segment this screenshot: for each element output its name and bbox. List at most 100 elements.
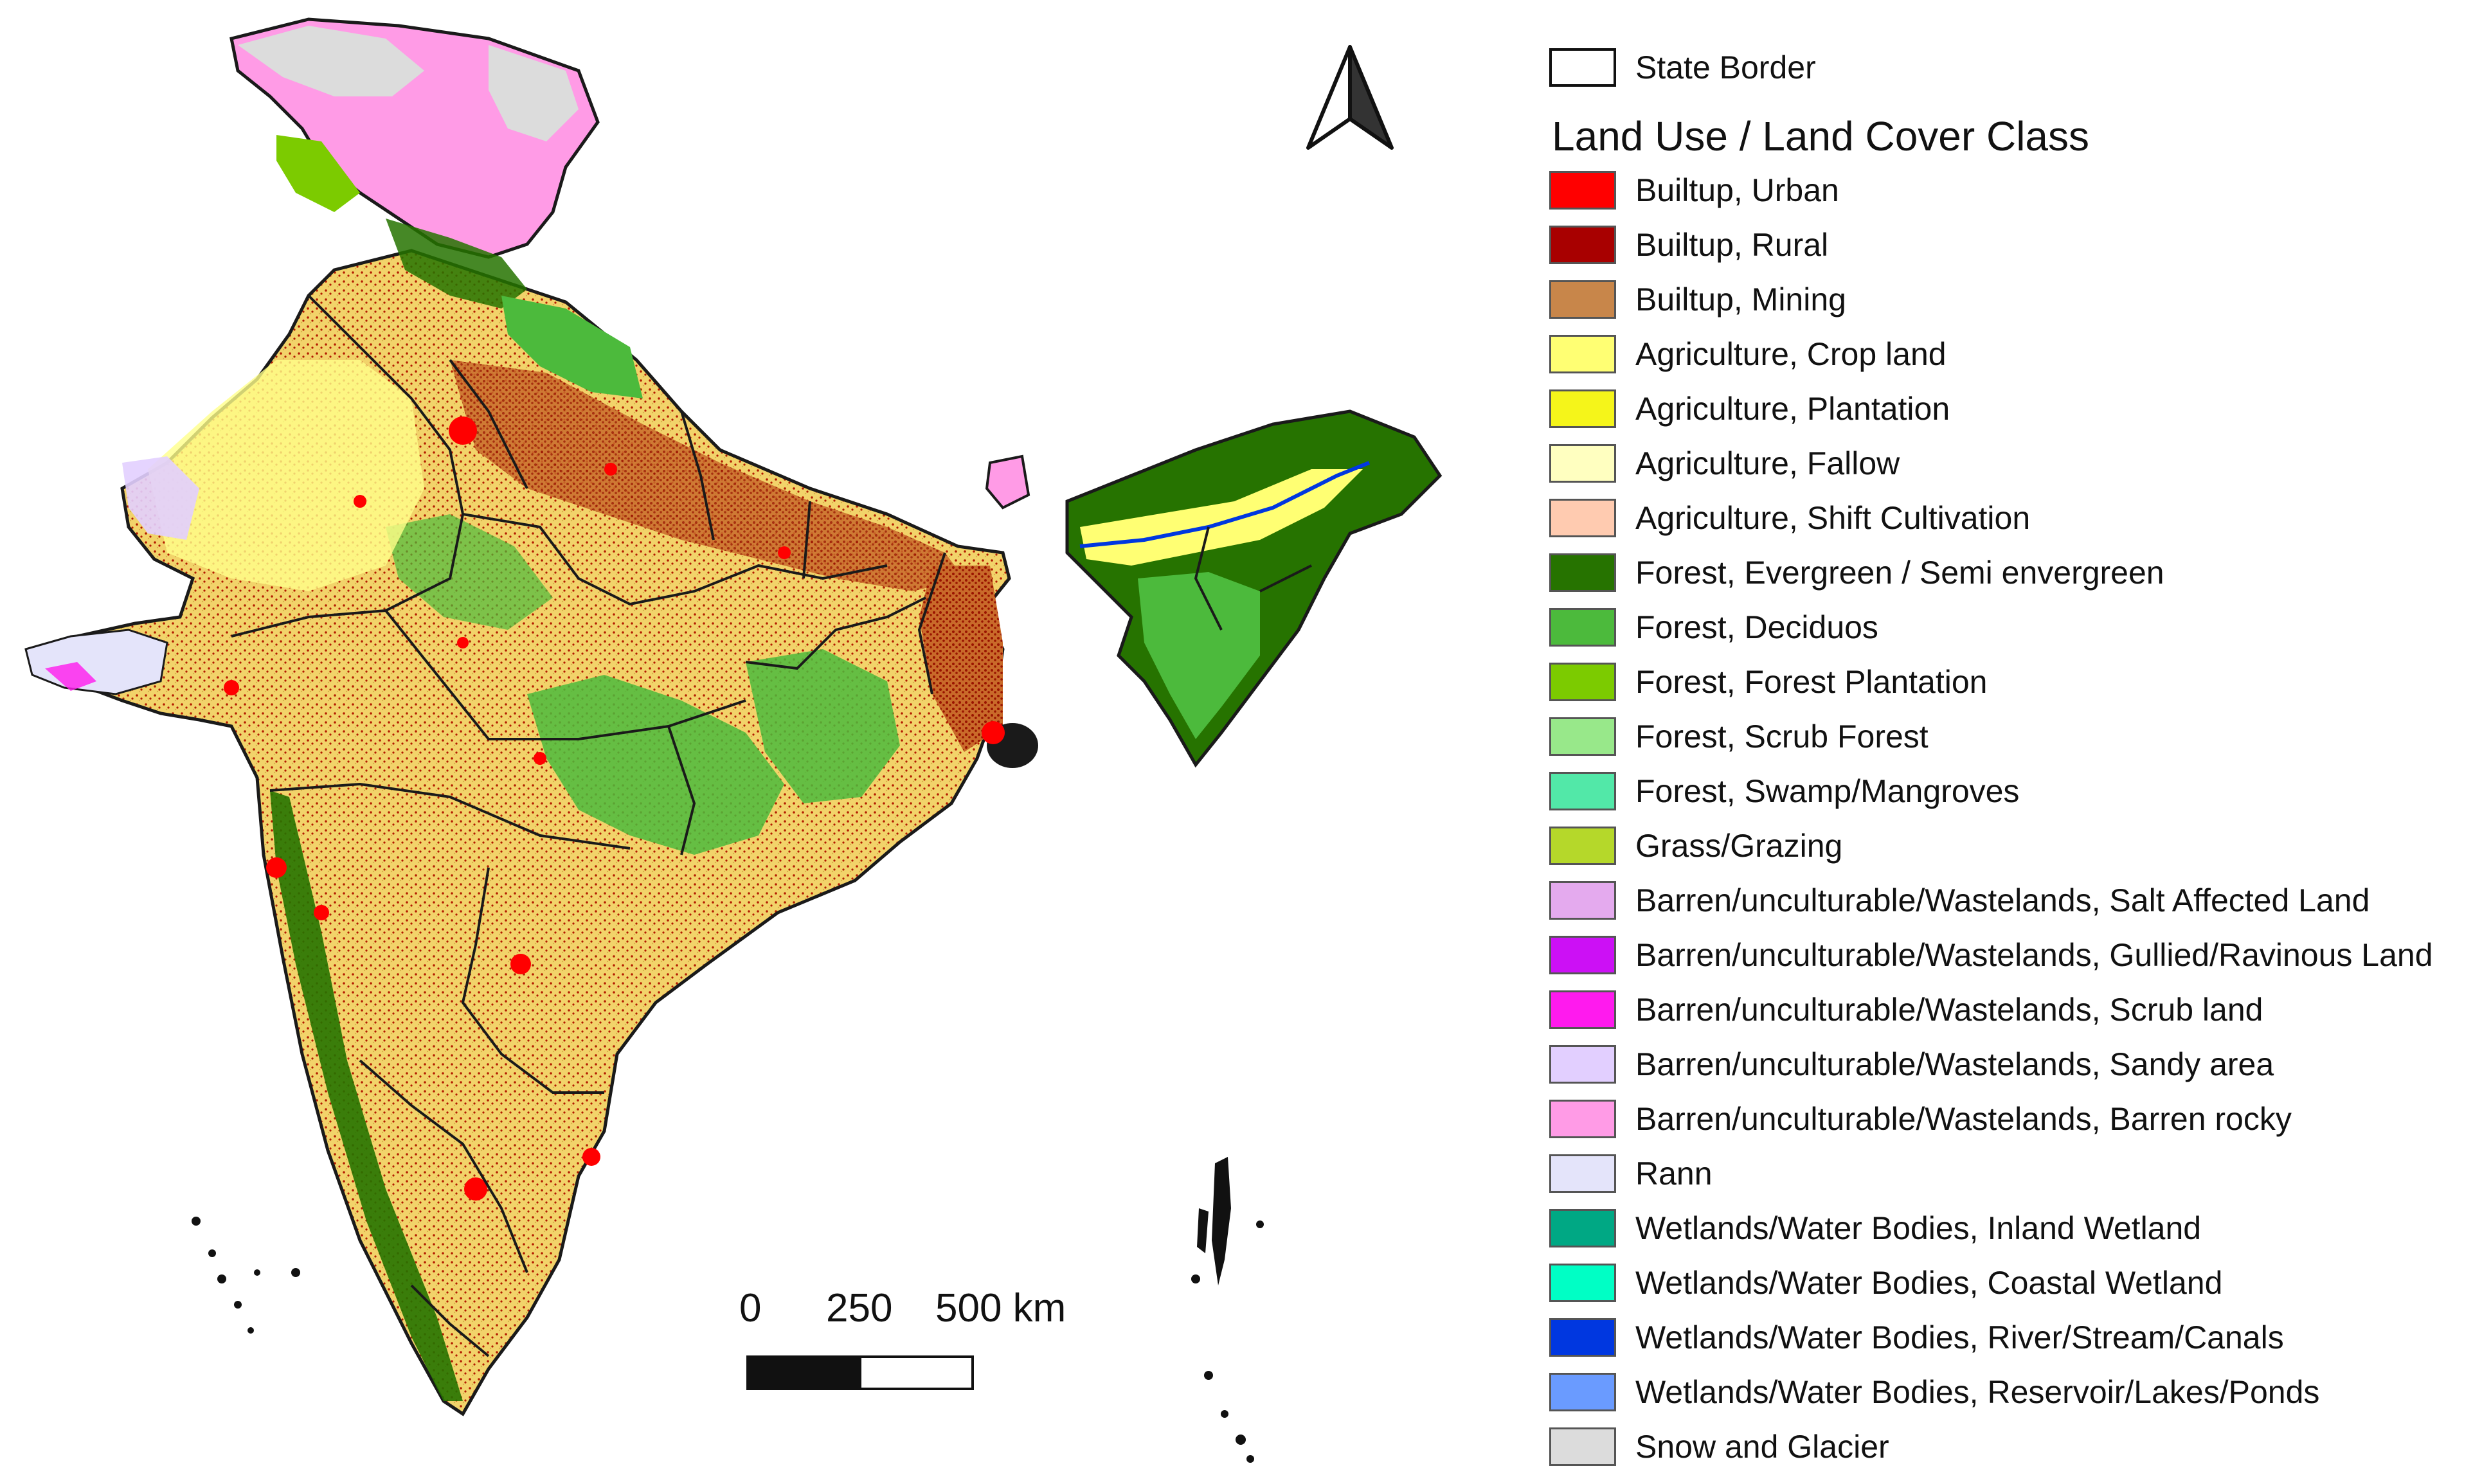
legend-swatch <box>1549 1154 1616 1193</box>
patna-urban <box>778 546 791 559</box>
legend-label: Agriculture, Crop land <box>1635 335 1947 372</box>
legend-swatch <box>1549 498 1616 537</box>
chennai-urban <box>582 1148 600 1166</box>
delhi-urban <box>449 416 477 445</box>
legend-item: Forest, Swamp/Mangroves <box>1549 764 2481 818</box>
legend-label: Forest, Deciduos <box>1635 609 1878 645</box>
legend-label: Agriculture, Plantation <box>1635 390 1950 427</box>
legend-item: Barren/unculturable/Wastelands, Barren r… <box>1549 1091 2481 1146</box>
state-borders <box>231 294 1312 1357</box>
legend-item: Wetlands/Water Bodies, River/Stream/Cana… <box>1549 1310 2481 1364</box>
legend-item: Barren/unculturable/Wastelands, Gullied/… <box>1549 927 2481 982</box>
western-ghats <box>270 791 463 1401</box>
legend-item: Barren/unculturable/Wastelands, Scrub la… <box>1549 982 2481 1037</box>
legend-swatch <box>1549 826 1616 865</box>
legend-swatch <box>1549 662 1616 701</box>
legend-label: Rann <box>1635 1155 1713 1192</box>
mumbai-urban <box>266 857 287 878</box>
scale-label-250: 250 <box>826 1286 893 1330</box>
ladakh-snow-east <box>489 45 579 141</box>
scale-bar-labels: 0 250 500 km <box>733 1285 1093 1337</box>
legend-item: Forest, Evergreen / Semi envergreen <box>1549 545 2481 600</box>
legend-item: Agriculture, Crop land <box>1549 326 2481 381</box>
pune-urban <box>314 905 329 920</box>
legend-label: Barren/unculturable/Wastelands, Gullied/… <box>1635 936 2433 973</box>
legend-item: Agriculture, Plantation <box>1549 381 2481 436</box>
legend-item: Builtup, Mining <box>1549 272 2481 326</box>
legend-swatch <box>1549 1318 1616 1357</box>
legend-classes: Builtup, Urban Builtup, Rural Builtup, Min… <box>1549 163 2481 1474</box>
legend-swatch <box>1549 334 1616 373</box>
legend: State Border Land Use / Land Cover Class… <box>1549 40 2481 1474</box>
scale-bar <box>746 1355 974 1390</box>
legend-item: Forest, Forest Plantation <box>1549 654 2481 709</box>
kashmir-forest <box>276 135 360 212</box>
legend-label: Forest, Swamp/Mangroves <box>1635 773 2020 809</box>
legend-item: Builtup, Urban <box>1549 163 2481 217</box>
lakshadweep-islands <box>192 1217 300 1334</box>
legend-label: Agriculture, Fallow <box>1635 445 1900 481</box>
legend-swatch <box>1549 443 1616 483</box>
meghalaya-mizoram <box>1138 572 1260 739</box>
legend-swatch <box>1549 225 1616 264</box>
legend-swatch <box>1549 1427 1616 1466</box>
lucknow-urban <box>604 463 617 476</box>
legend-label: Barren/unculturable/Wastelands, Scrub la… <box>1635 991 2263 1028</box>
legend-label: State Border <box>1635 49 1816 85</box>
himachal-region <box>386 219 527 308</box>
ahmedabad-urban <box>224 680 239 695</box>
legend-label: Barren/unculturable/Wastelands, Sandy ar… <box>1635 1046 2274 1082</box>
central-forest <box>527 675 784 855</box>
lulc-map <box>24 17 1443 1463</box>
legend-swatch <box>1549 1099 1616 1138</box>
mp-forest <box>386 514 553 630</box>
scale-label-500: 500 km <box>935 1286 1066 1330</box>
brahmaputra-river <box>1079 461 1371 548</box>
kutch-scrub <box>45 662 96 691</box>
legend-swatch <box>1549 881 1616 920</box>
northeast-region <box>1065 409 1443 768</box>
state-border-swatch <box>1549 48 1616 87</box>
legend-label: Builtup, Rural <box>1635 226 1829 263</box>
legend-item: Barren/unculturable/Wastelands, Salt Aff… <box>1549 873 2481 927</box>
north-arrow-icon <box>1306 45 1394 150</box>
legend-label: Grass/Grazing <box>1635 827 1843 864</box>
legend-label: Wetlands/Water Bodies, Reservoir/Lakes/P… <box>1635 1373 2320 1410</box>
jaipur-urban <box>354 495 366 508</box>
map-canvas <box>24 17 1443 1463</box>
legend-swatch <box>1549 607 1616 647</box>
legend-swatch <box>1549 1263 1616 1302</box>
legend-item: Builtup, Rural <box>1549 217 2481 272</box>
legend-swatch <box>1549 1044 1616 1084</box>
uttarakhand-region <box>501 296 643 398</box>
kolkata-urban <box>982 721 1005 744</box>
legend-swatch <box>1549 389 1616 428</box>
legend-label: Barren/unculturable/Wastelands, Salt Aff… <box>1635 882 2370 918</box>
legend-swatch <box>1549 553 1616 592</box>
legend-label: Builtup, Mining <box>1635 281 1846 317</box>
legend-swatch <box>1549 990 1616 1029</box>
legend-swatch <box>1549 1208 1616 1247</box>
legend-swatch <box>1549 771 1616 810</box>
nagpur-urban <box>534 752 546 765</box>
legend-swatch <box>1549 280 1616 319</box>
legend-item: Wetlands/Water Bodies, Inland Wetland <box>1549 1201 2481 1255</box>
legend-item: Agriculture, Shift Cultivation <box>1549 490 2481 545</box>
legend-item: Barren/unculturable/Wastelands, Sandy ar… <box>1549 1037 2481 1091</box>
legend-item: Wetlands/Water Bodies, Reservoir/Lakes/P… <box>1549 1364 2481 1419</box>
andaman-nicobar-islands <box>1191 1157 1264 1463</box>
thar-sandy <box>122 456 199 540</box>
legend-label: Forest, Evergreen / Semi envergreen <box>1635 554 2164 591</box>
scale-bar-white-segment <box>859 1355 974 1390</box>
legend-label: Snow and Glacier <box>1635 1428 1889 1465</box>
gangetic-plain <box>450 360 964 591</box>
hyderabad-urban <box>510 954 531 974</box>
rann-of-kutch <box>24 629 168 695</box>
legend-label: Wetlands/Water Bodies, Coastal Wetland <box>1635 1264 2223 1301</box>
legend-item: Wetlands/Water Bodies, Coastal Wetland <box>1549 1255 2481 1310</box>
ladakh-snow <box>238 26 424 96</box>
legend-item: Grass/Grazing <box>1549 818 2481 873</box>
odisha-forest <box>746 649 900 803</box>
sikkim-region <box>985 454 1030 510</box>
legend-swatch <box>1549 935 1616 974</box>
